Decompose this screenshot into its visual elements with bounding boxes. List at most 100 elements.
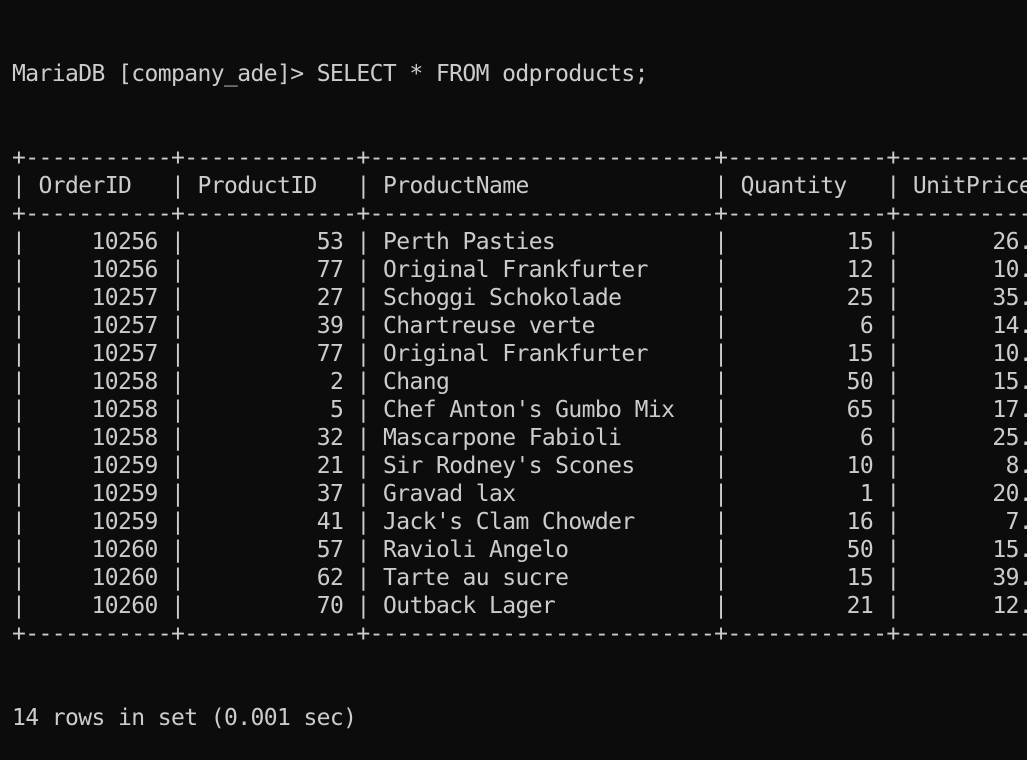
table-row: | 10260 | 57 | Ravioli Angelo | 50 | 15.… <box>12 536 1027 564</box>
cell-orderid: 10260 <box>38 593 158 619</box>
cell-productid: 41 <box>197 509 344 535</box>
column-header-orderid: OrderID <box>38 173 158 199</box>
cell-quantity: 10 <box>740 453 874 479</box>
cell-orderid: 10257 <box>38 313 158 339</box>
cell-productname: Jack's Clam Chowder <box>382 509 701 535</box>
table-row: | 10256 | 77 | Original Frankfurter | 12… <box>12 256 1027 284</box>
cell-quantity: 15 <box>740 229 874 255</box>
cell-unitprice: 17.00 <box>992 397 1027 423</box>
cell-orderid: 10259 <box>38 453 158 479</box>
result-summary: 14 rows in set (0.001 sec) <box>12 704 1027 732</box>
table-row: | 10258 | 5 | Chef Anton's Gumbo Mix | 6… <box>12 396 1027 424</box>
cell-unitprice: 10.40 <box>992 341 1027 367</box>
table-row: | 10257 | 77 | Original Frankfurter | 15… <box>12 340 1027 368</box>
column-header-productname: ProductName <box>382 173 701 199</box>
cell-unitprice: 12.00 <box>992 593 1027 619</box>
cell-productid: 77 <box>197 341 344 367</box>
cell-unitprice: 10.40 <box>992 257 1027 283</box>
column-header-productid: ProductID <box>197 173 344 199</box>
cell-unitprice: 15.20 <box>992 369 1027 395</box>
table-row: | 10258 | 2 | Chang | 50 | 15.20 | <box>12 368 1027 396</box>
cell-productname: Outback Lager <box>382 593 701 619</box>
cell-unitprice: 20.80 <box>992 481 1027 507</box>
column-header-quantity: Quantity <box>740 173 874 199</box>
cell-productid: 5 <box>197 397 344 423</box>
table-row: | 10257 | 39 | Chartreuse verte | 6 | 14… <box>12 312 1027 340</box>
cell-unitprice: 35.10 <box>992 285 1027 311</box>
cell-productid: 77 <box>197 257 344 283</box>
cell-quantity: 50 <box>740 537 874 563</box>
cell-quantity: 1 <box>740 481 874 507</box>
cell-productid: 21 <box>197 453 344 479</box>
cell-quantity: 65 <box>740 397 874 423</box>
cell-orderid: 10257 <box>38 341 158 367</box>
row-count-text: 14 rows in set (0.001 sec) <box>12 705 357 731</box>
cell-productid: 53 <box>197 229 344 255</box>
cell-unitprice: 14.40 <box>992 313 1027 339</box>
cell-productid: 62 <box>197 565 344 591</box>
table-border: +-----------+-------------+-------------… <box>12 621 1027 647</box>
cell-productid: 37 <box>197 481 344 507</box>
cell-productname: Chef Anton's Gumbo Mix <box>382 397 701 423</box>
terminal-window[interactable]: MariaDB [company_ade]> SELECT * FROM odp… <box>0 0 1027 731</box>
table-row: | 10259 | 37 | Gravad lax | 1 | 20.80 | <box>12 480 1027 508</box>
cell-quantity: 50 <box>740 369 874 395</box>
cell-quantity: 16 <box>740 509 874 535</box>
cell-orderid: 10259 <box>38 481 158 507</box>
table-row: | 10257 | 27 | Schoggi Schokolade | 25 |… <box>12 284 1027 312</box>
result-table: +-----------+-------------+-------------… <box>12 144 1027 648</box>
table-header-row: | OrderID | ProductID | ProductName | Qu… <box>12 172 1027 200</box>
cell-productid: 57 <box>197 537 344 563</box>
table-row: | 10260 | 70 | Outback Lager | 21 | 12.0… <box>12 592 1027 620</box>
cell-orderid: 10258 <box>38 425 158 451</box>
cell-quantity: 15 <box>740 341 874 367</box>
cell-productname: Original Frankfurter <box>382 257 701 283</box>
cell-productid: 39 <box>197 313 344 339</box>
cell-productid: 70 <box>197 593 344 619</box>
table-border: +-----------+-------------+-------------… <box>12 201 1027 227</box>
cell-orderid: 10258 <box>38 397 158 423</box>
cell-unitprice: 26.20 <box>992 229 1027 255</box>
cell-orderid: 10256 <box>38 229 158 255</box>
cell-quantity: 21 <box>740 593 874 619</box>
cell-productname: Chartreuse verte <box>382 313 701 339</box>
cell-productname: Ravioli Angelo <box>382 537 701 563</box>
cell-quantity: 12 <box>740 257 874 283</box>
prompt-text: MariaDB [company_ade]> <box>12 61 317 87</box>
cell-orderid: 10259 <box>38 509 158 535</box>
table-row: | 10260 | 62 | Tarte au sucre | 15 | 39.… <box>12 564 1027 592</box>
cell-productname: Sir Rodney's Scones <box>382 453 701 479</box>
table-row: | 10259 | 21 | Sir Rodney's Scones | 10 … <box>12 452 1027 480</box>
table-row: | 10259 | 41 | Jack's Clam Chowder | 16 … <box>12 508 1027 536</box>
table-border: +-----------+-------------+-------------… <box>12 145 1027 171</box>
cell-productid: 2 <box>197 369 344 395</box>
cell-orderid: 10258 <box>38 369 158 395</box>
cell-unitprice: 7.70 <box>1005 509 1027 535</box>
cell-orderid: 10260 <box>38 565 158 591</box>
cell-productid: 32 <box>197 425 344 451</box>
cell-productid: 27 <box>197 285 344 311</box>
cell-quantity: 6 <box>740 313 874 339</box>
cell-productname: Chang <box>382 369 701 395</box>
cell-productname: Tarte au sucre <box>382 565 701 591</box>
cell-quantity: 15 <box>740 565 874 591</box>
cell-orderid: 10260 <box>38 537 158 563</box>
cell-productname: Gravad lax <box>382 481 701 507</box>
command-text: SELECT * FROM odproducts; <box>316 61 649 87</box>
cell-unitprice: 8.00 <box>1005 453 1027 479</box>
cell-productname: Original Frankfurter <box>382 341 701 367</box>
cell-productname: Mascarpone Fabioli <box>382 425 701 451</box>
cell-unitprice: 15.60 <box>992 537 1027 563</box>
cell-unitprice: 25.60 <box>992 425 1027 451</box>
cell-orderid: 10256 <box>38 257 158 283</box>
column-header-unitprice: UnitPrice <box>912 173 1027 199</box>
table-row: | 10258 | 32 | Mascarpone Fabioli | 6 | … <box>12 424 1027 452</box>
cell-productname: Perth Pasties <box>382 229 701 255</box>
prompt-line: MariaDB [company_ade]> SELECT * FROM odp… <box>12 60 1027 88</box>
table-row: | 10256 | 53 | Perth Pasties | 15 | 26.2… <box>12 228 1027 256</box>
cell-quantity: 6 <box>740 425 874 451</box>
cell-orderid: 10257 <box>38 285 158 311</box>
cell-unitprice: 39.40 <box>992 565 1027 591</box>
cell-quantity: 25 <box>740 285 874 311</box>
cell-productname: Schoggi Schokolade <box>382 285 701 311</box>
